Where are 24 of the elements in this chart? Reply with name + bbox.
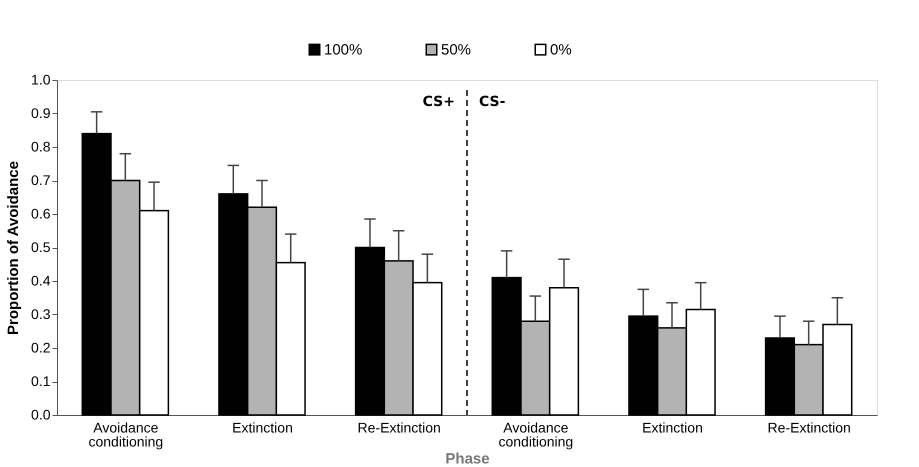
y-tick-label: 0.5 [31,239,51,255]
x-tick-label: Avoidance conditioning [498,420,574,450]
x-tick-label: Re-Extinction [768,420,851,436]
legend-label: 0% [550,42,572,59]
y-tick-label: 0.0 [31,406,51,422]
legend-label: 100% [324,42,362,59]
x-tick-label: Extinction [232,420,293,436]
y-tick-label: 0.7 [31,172,51,188]
x-tick-label: Extinction [642,420,703,436]
y-tick-label: 0.3 [31,306,51,322]
y-tick-label: 0.8 [31,138,51,154]
x-axis-title: Phase [445,450,490,467]
y-tick-label: 0.9 [31,105,51,121]
annotation: CS+ [422,94,455,110]
y-tick-label: 1.0 [31,72,51,88]
x-tick-label: Avoidance conditioning [88,420,164,450]
y-tick-label: 0.2 [31,340,51,356]
y-tick-label: 0.6 [31,206,51,222]
legend-label: 50% [441,42,472,59]
x-tick-label: Re-Extinction [358,420,441,436]
y-tick-label: 0.1 [31,373,51,389]
y-tick-label: 0.4 [31,272,51,288]
y-axis-title: Proportion of Avoidance [5,161,22,335]
annotation: CS- [479,94,506,110]
